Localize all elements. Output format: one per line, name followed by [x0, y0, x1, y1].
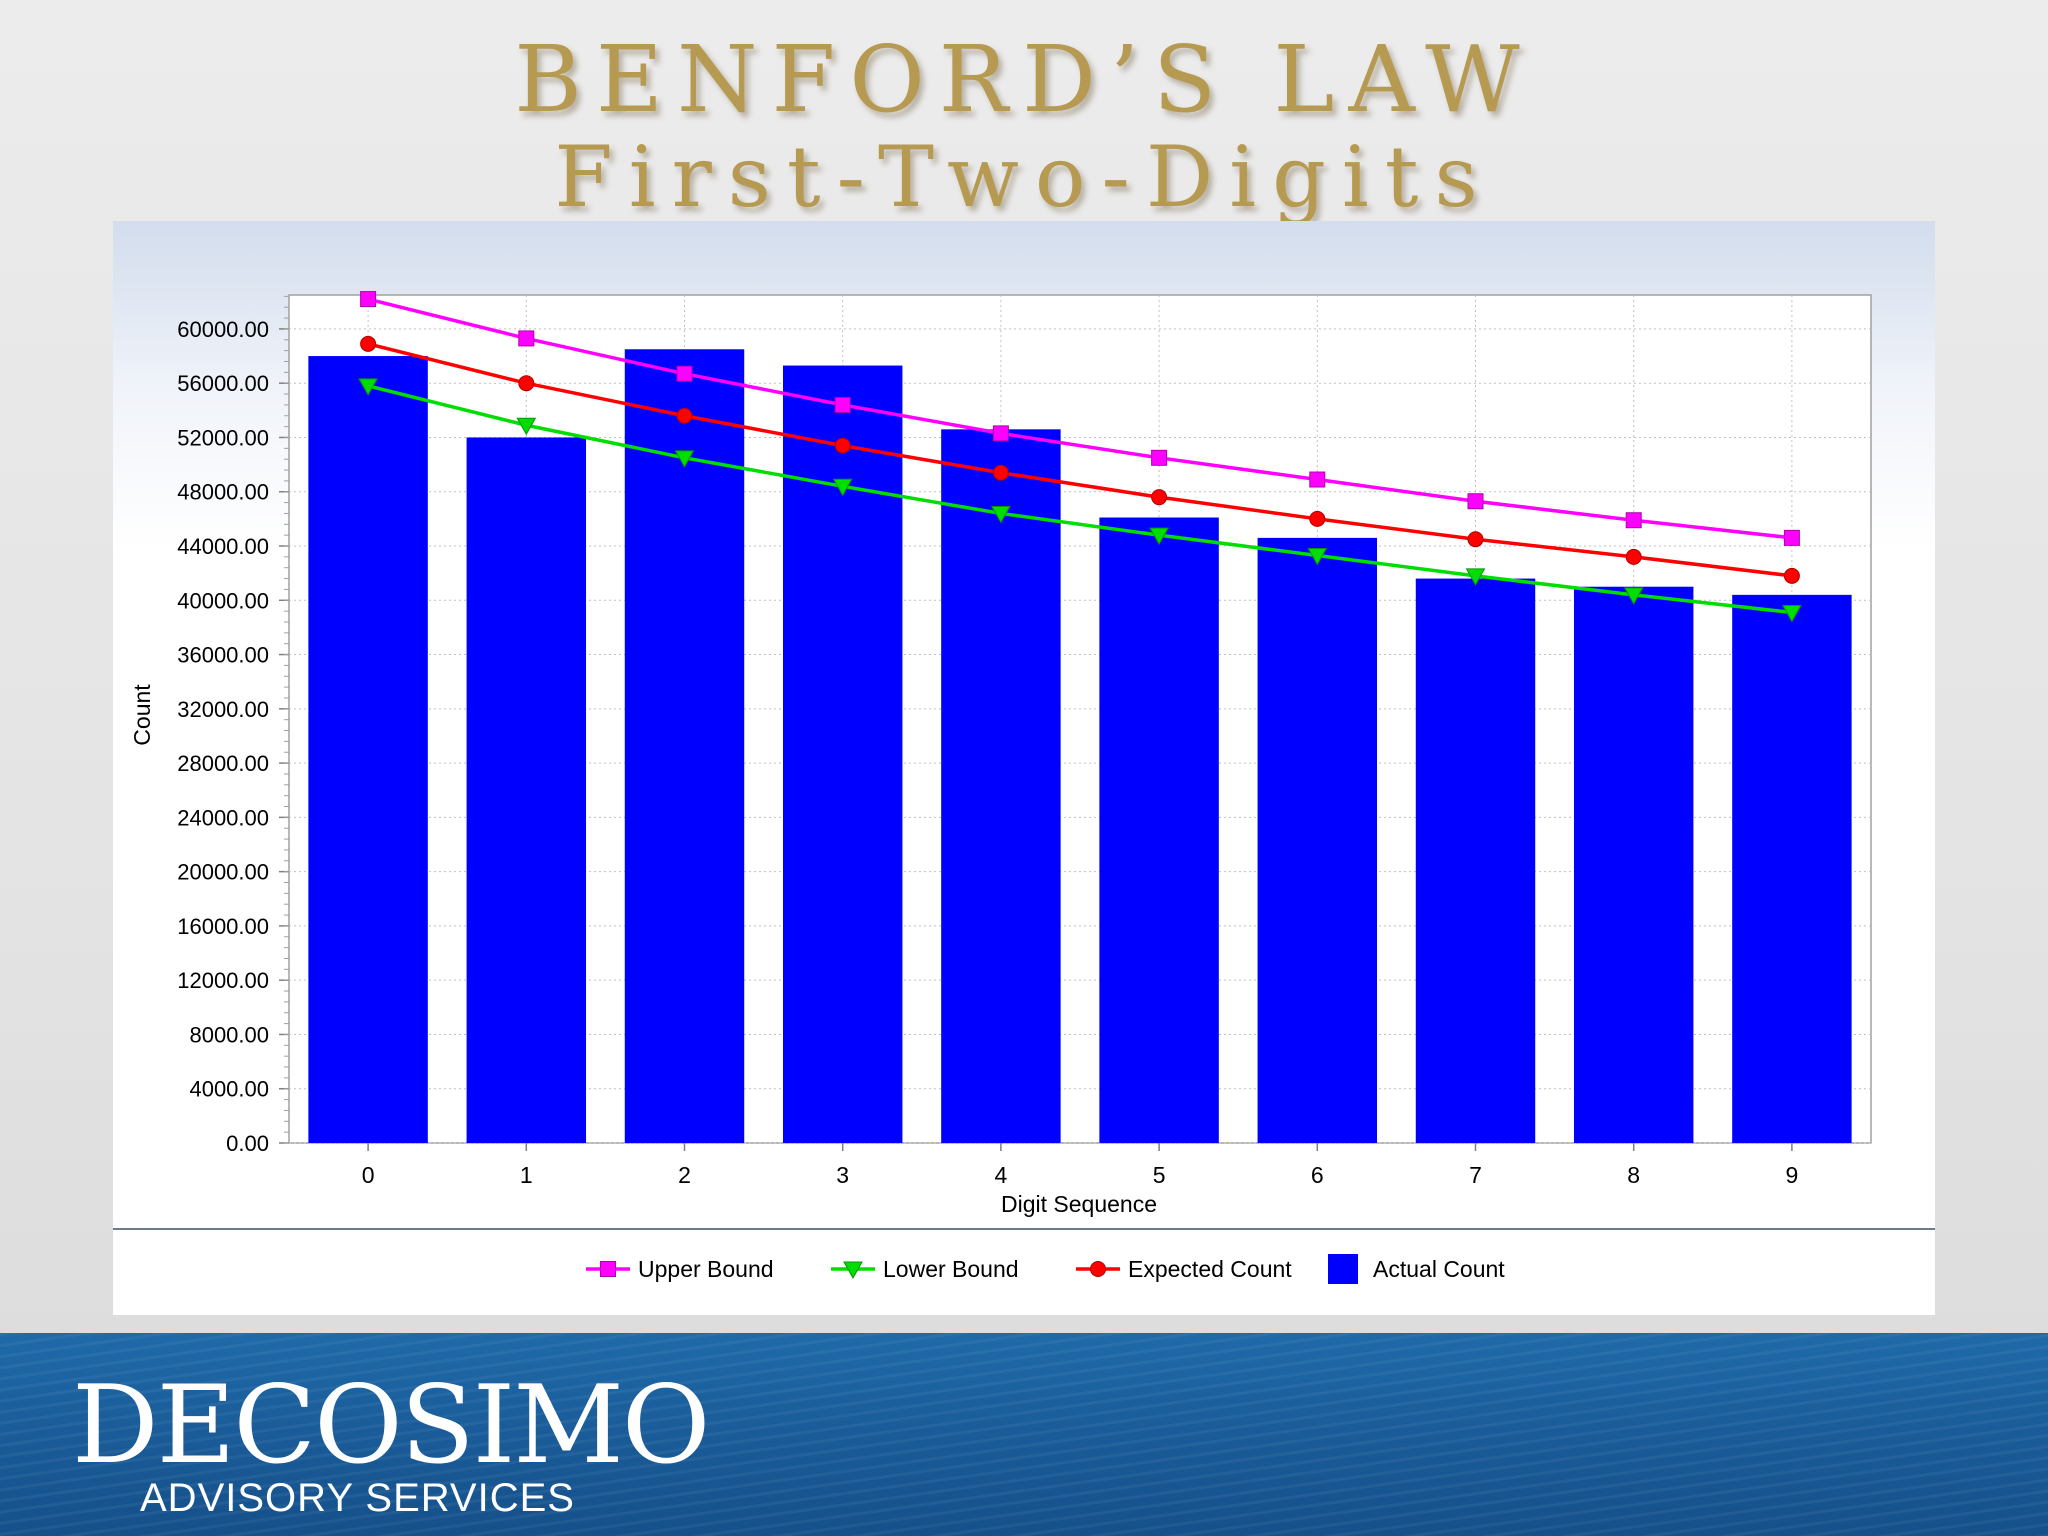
y-tick-label: 4000.00 — [189, 1077, 269, 1102]
x-tick-label: 2 — [678, 1162, 691, 1188]
bar-actual-count — [624, 349, 745, 1144]
bar-actual-count — [1573, 586, 1694, 1143]
point-lower-bound — [674, 450, 695, 468]
point-upper-bound — [1625, 512, 1642, 529]
brand-tagline: ADVISORY SERVICES — [140, 1476, 575, 1520]
legend-marker-upper-bound — [600, 1261, 616, 1277]
legend: Upper Bound Lower Bound Expected Count Actu… — [113, 1228, 1935, 1284]
y-tick-label: 32000.00 — [177, 697, 269, 722]
x-tick-label: 9 — [1786, 1162, 1799, 1188]
y-tick-label: 40000.00 — [177, 588, 269, 613]
point-expected-count — [992, 464, 1009, 481]
legend-label-actual-count: Actual Count — [1373, 1256, 1505, 1282]
bar-actual-count — [941, 429, 1061, 1143]
point-lower-bound — [1149, 527, 1169, 546]
line-upper-bound — [367, 297, 1793, 540]
point-lower-bound — [358, 378, 378, 396]
y-tick-label: 0.00 — [226, 1131, 269, 1156]
x-tick-label: 8 — [1627, 1162, 1640, 1188]
point-expected-count — [676, 407, 693, 424]
point-expected-count — [1625, 548, 1642, 565]
point-expected-count — [834, 437, 851, 454]
point-lower-bound — [1465, 568, 1486, 586]
x-tick-label: 6 — [1311, 1162, 1324, 1188]
point-upper-bound — [992, 425, 1009, 442]
x-tick-label: 4 — [995, 1162, 1008, 1188]
point-upper-bound — [1151, 449, 1168, 466]
bar-actual-count — [1099, 517, 1219, 1143]
point-expected-count — [1467, 531, 1484, 548]
x-tick-label: 3 — [836, 1162, 849, 1188]
bars — [308, 349, 1852, 1144]
y-tick-label: 20000.00 — [177, 860, 269, 885]
line-lower-bound — [367, 384, 1793, 615]
legend-label-upper-bound: Upper Bound — [638, 1256, 774, 1282]
y-tick-label: 28000.00 — [177, 751, 269, 776]
point-expected-count — [518, 375, 535, 392]
point-expected-count — [1309, 510, 1326, 527]
slide-subtitle: First-Two-Digits — [554, 128, 1494, 226]
y-tick-label: 24000.00 — [177, 805, 269, 830]
slide-title: BENFORD’S LAW — [514, 26, 1534, 133]
bar-actual-count — [1415, 578, 1536, 1143]
series-lines — [358, 291, 1802, 623]
point-lower-bound — [1782, 604, 1802, 623]
brand-logo: DECOSIMO — [72, 1363, 710, 1488]
chart-panel: 0.00 4000.00 8000.00 12000.00 16000.00 20000.… — [113, 221, 1935, 1315]
x-tick-label: 0 — [362, 1162, 375, 1188]
point-upper-bound — [834, 396, 851, 413]
point-lower-bound — [991, 505, 1011, 524]
y-tick-label: 36000.00 — [177, 643, 269, 668]
legend-marker-lower-bound — [843, 1261, 863, 1280]
x-axis-label: Digit Sequence — [1001, 1191, 1157, 1217]
y-tick-label: 8000.00 — [189, 1022, 269, 1047]
y-tick-label: 16000.00 — [177, 914, 269, 939]
x-tick-label: 7 — [1469, 1162, 1482, 1188]
y-tick-label: 60000.00 — [177, 317, 269, 342]
y-tick-label: 56000.00 — [177, 371, 269, 396]
bar-actual-count — [1732, 594, 1852, 1143]
benford-chart: 0.00 4000.00 8000.00 12000.00 16000.00 20000.… — [113, 291, 1935, 1284]
legend-label-lower-bound: Lower Bound — [883, 1256, 1019, 1282]
legend-marker-actual-count — [1328, 1254, 1358, 1284]
point-lower-bound — [516, 417, 537, 436]
y-tick-label: 44000.00 — [177, 534, 269, 559]
point-lower-bound — [832, 478, 853, 497]
point-expected-count — [360, 335, 377, 352]
legend-marker-expected-count — [1090, 1261, 1106, 1277]
point-expected-count — [1151, 489, 1168, 506]
point-upper-bound — [1783, 529, 1800, 546]
bar-actual-count — [1257, 537, 1378, 1143]
point-upper-bound — [1467, 493, 1484, 510]
point-upper-bound — [518, 330, 535, 347]
axes: 0.00 4000.00 8000.00 12000.00 16000.00 20000.… — [177, 295, 1799, 1188]
footer-band — [0, 1333, 2048, 1536]
point-expected-count — [1783, 567, 1800, 584]
point-lower-bound — [1307, 548, 1328, 566]
x-tick-label: 5 — [1153, 1162, 1166, 1188]
y-tick-label: 12000.00 — [177, 968, 269, 993]
point-upper-bound — [1309, 471, 1326, 488]
y-tick-label: 48000.00 — [177, 480, 269, 505]
point-lower-bound — [1623, 587, 1644, 605]
y-axis-label: Count — [129, 684, 155, 746]
line-expected-count — [367, 342, 1793, 578]
legend-label-expected-count: Expected Count — [1128, 1256, 1292, 1282]
point-upper-bound — [676, 365, 693, 382]
y-tick-label: 52000.00 — [177, 425, 269, 450]
x-tick-label: 1 — [520, 1162, 533, 1188]
point-upper-bound — [360, 291, 377, 308]
bar-actual-count — [466, 437, 587, 1143]
bar-actual-count — [308, 356, 428, 1143]
